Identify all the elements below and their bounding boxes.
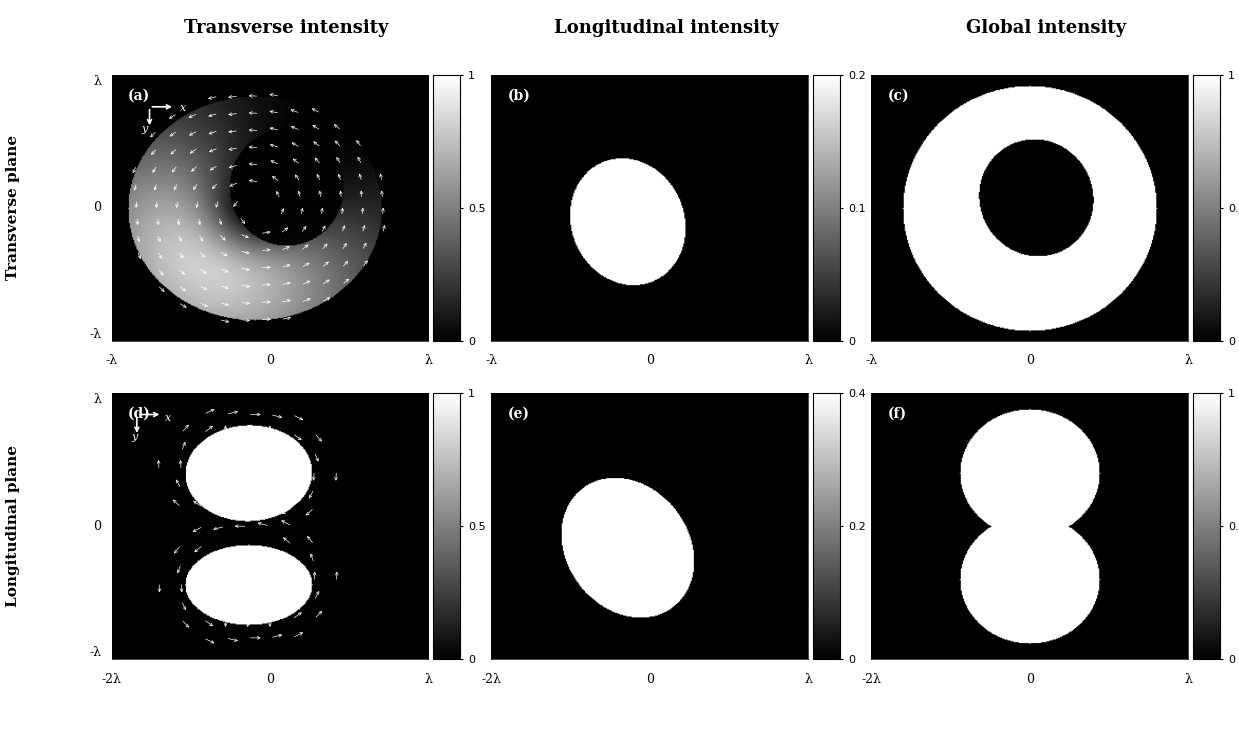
Text: 0: 0 xyxy=(266,673,274,685)
Text: Transverse plane: Transverse plane xyxy=(6,136,20,280)
Text: x: x xyxy=(165,413,172,423)
Text: (d): (d) xyxy=(128,407,150,420)
Text: -λ: -λ xyxy=(486,354,498,367)
Text: Global intensity: Global intensity xyxy=(966,19,1126,37)
Text: λ: λ xyxy=(804,354,813,367)
Text: λ: λ xyxy=(1184,673,1192,685)
Text: -λ: -λ xyxy=(865,354,877,367)
Text: -2λ: -2λ xyxy=(102,673,121,685)
Text: λ: λ xyxy=(94,75,102,88)
Text: λ: λ xyxy=(804,673,813,685)
Text: 0: 0 xyxy=(646,673,654,685)
Text: 0: 0 xyxy=(1026,354,1033,367)
Text: (f): (f) xyxy=(887,407,907,420)
Text: 0: 0 xyxy=(266,354,274,367)
Text: λ: λ xyxy=(424,673,432,685)
Text: (b): (b) xyxy=(507,88,530,102)
Text: Longitudinal plane: Longitudinal plane xyxy=(6,445,20,607)
Text: x: x xyxy=(180,103,186,113)
Text: (c): (c) xyxy=(887,88,909,102)
Text: -λ: -λ xyxy=(89,646,102,659)
Text: (a): (a) xyxy=(128,88,150,102)
Text: -λ: -λ xyxy=(105,354,118,367)
Text: 0: 0 xyxy=(94,520,102,533)
Text: Longitudinal intensity: Longitudinal intensity xyxy=(554,19,778,37)
Text: -λ: -λ xyxy=(89,328,102,341)
Text: Transverse intensity: Transverse intensity xyxy=(183,19,388,37)
Text: λ: λ xyxy=(1184,354,1192,367)
Text: (e): (e) xyxy=(507,407,529,420)
Text: 0: 0 xyxy=(646,354,654,367)
Text: y: y xyxy=(141,124,147,134)
Text: λ: λ xyxy=(424,354,432,367)
Text: -2λ: -2λ xyxy=(482,673,502,685)
Text: λ: λ xyxy=(94,393,102,406)
Text: y: y xyxy=(131,431,138,442)
Text: 0: 0 xyxy=(94,201,102,214)
Text: 0: 0 xyxy=(1026,673,1033,685)
Text: -2λ: -2λ xyxy=(861,673,881,685)
